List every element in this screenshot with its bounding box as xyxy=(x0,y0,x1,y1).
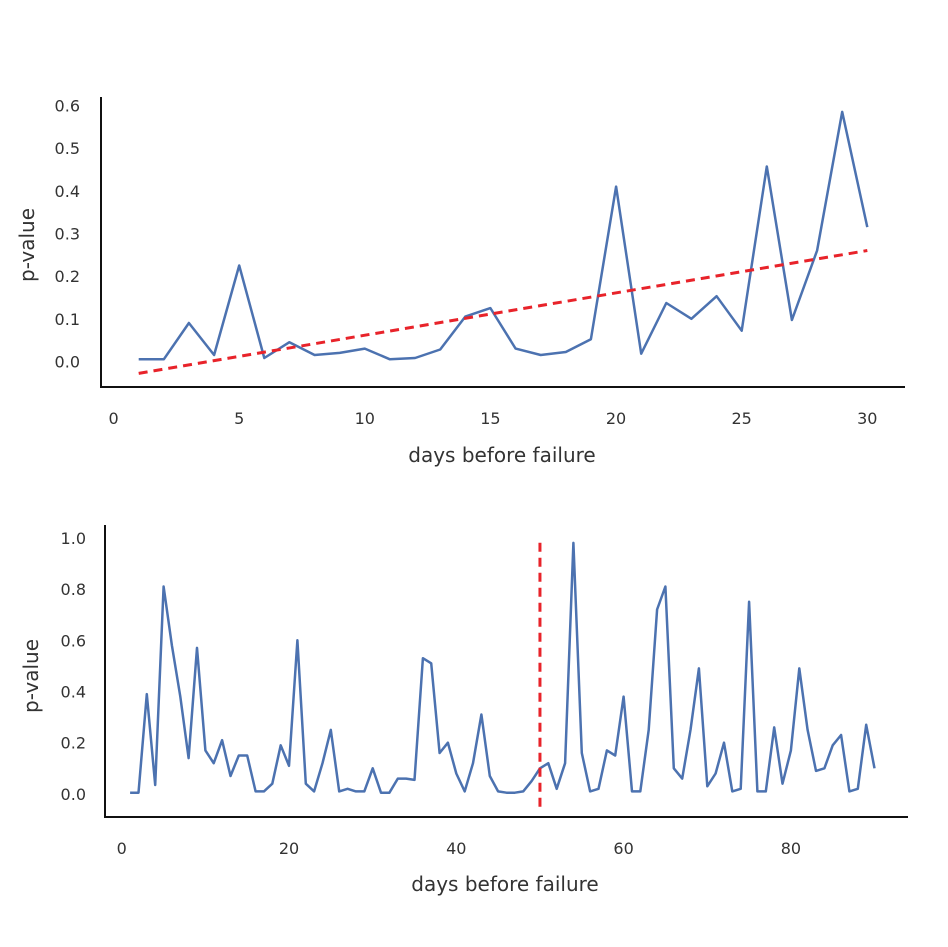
top-chart-y-tick-label: 0.0 xyxy=(55,352,80,371)
bottom-chart-y-tick-label: 0.6 xyxy=(61,631,86,650)
bottom-chart-panel: 0.0 0.2 0.4 0.6 0.8 1.0 0 20 40 60 80 days before… xyxy=(19,525,908,896)
top-chart-x-axis-label: days before failure xyxy=(408,443,595,467)
bottom-chart-marks xyxy=(130,537,876,807)
top-chart-y-axis-label: p-value xyxy=(15,208,39,282)
bottom-chart-x-tick-label: 40 xyxy=(446,839,466,858)
top-chart-x-tick-labels: 0 5 10 15 20 25 30 xyxy=(108,409,877,428)
top-chart-y-tick-label: 0.4 xyxy=(55,182,80,201)
top-chart-y-tick-label: 0.1 xyxy=(55,310,80,329)
top-chart-y-tick-label: 0.2 xyxy=(55,267,80,286)
top-chart-trend-line xyxy=(138,249,868,375)
top-chart-panel: 0.0 0.1 0.2 0.3 0.4 0.5 0.6 0 5 10 15 20 25 30 days … xyxy=(15,97,905,467)
bottom-chart-y-tick-label: 0.2 xyxy=(61,734,86,753)
top-chart-x-tick-label: 30 xyxy=(857,409,877,428)
top-chart-y-tick-label: 0.6 xyxy=(55,97,80,116)
bottom-chart-series-line xyxy=(130,541,876,794)
top-chart-x-tick-label: 5 xyxy=(234,409,244,428)
top-chart-x-tick-label: 0 xyxy=(108,409,118,428)
top-chart-marks xyxy=(138,110,869,375)
top-chart-x-tick-label: 20 xyxy=(606,409,626,428)
bottom-chart-y-tick-label: 0.8 xyxy=(61,580,86,599)
bottom-chart-x-tick-label: 80 xyxy=(781,839,801,858)
bottom-chart-x-tick-label: 60 xyxy=(613,839,633,858)
bottom-chart-y-tick-label: 1.0 xyxy=(61,529,86,548)
top-chart-y-tick-label: 0.3 xyxy=(55,224,80,243)
top-chart-x-tick-label: 10 xyxy=(355,409,375,428)
bottom-chart-y-tick-labels: 0.0 0.2 0.4 0.6 0.8 1.0 xyxy=(61,529,86,804)
top-chart-x-tick-label: 15 xyxy=(480,409,500,428)
bottom-chart-x-tick-label: 0 xyxy=(117,839,127,858)
bottom-chart-x-tick-label: 20 xyxy=(279,839,299,858)
top-chart-y-tick-labels: 0.0 0.1 0.2 0.3 0.4 0.5 0.6 xyxy=(55,97,80,372)
bottom-chart-y-tick-label: 0.0 xyxy=(61,785,86,804)
bottom-chart-x-tick-labels: 0 20 40 60 80 xyxy=(117,839,801,858)
top-chart-y-tick-label: 0.5 xyxy=(55,139,80,158)
top-chart-x-tick-label: 25 xyxy=(732,409,752,428)
bottom-chart-x-axis-label: days before failure xyxy=(411,872,598,896)
bottom-chart-y-axis-label: p-value xyxy=(19,639,43,713)
top-chart-series-line xyxy=(138,110,869,361)
bottom-chart-y-tick-label: 0.4 xyxy=(61,682,86,701)
